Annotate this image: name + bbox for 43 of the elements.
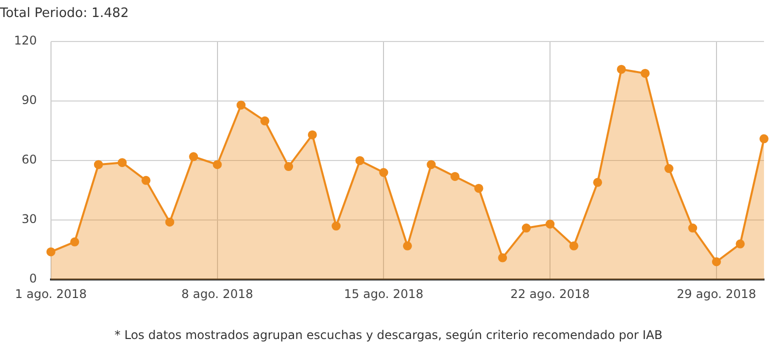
point	[522, 224, 531, 233]
point	[616, 64, 626, 74]
point	[569, 241, 578, 250]
y-tick-label: 0	[29, 272, 37, 286]
point	[355, 156, 364, 166]
point	[141, 176, 150, 185]
point	[712, 257, 721, 266]
point	[212, 160, 222, 170]
point	[664, 164, 674, 174]
y-tick-label: 30	[22, 212, 37, 226]
point	[118, 158, 127, 168]
point	[284, 162, 294, 172]
point	[332, 222, 341, 231]
x-tick-label: 1 ago. 2018	[15, 286, 87, 301]
point	[379, 168, 388, 177]
point	[736, 239, 745, 248]
point	[260, 116, 270, 126]
y-tick-label: 90	[22, 93, 37, 108]
point	[474, 184, 484, 193]
chart-title: Total Periodo: 1.482	[0, 6, 129, 22]
point	[688, 224, 698, 233]
x-tick-label: 15 ago. 2018	[344, 286, 424, 301]
x-tick-label: 22 ago. 2018	[510, 286, 590, 301]
y-tick-label: 120	[14, 34, 37, 48]
point	[546, 220, 555, 229]
point	[189, 152, 198, 162]
x-tick-label: 29 ago. 2018	[676, 286, 756, 301]
point	[426, 160, 436, 170]
point	[236, 100, 246, 110]
point	[593, 178, 602, 187]
y-tick-label: 60	[22, 152, 37, 167]
point	[70, 237, 80, 246]
point	[308, 130, 317, 140]
point	[94, 160, 103, 170]
point	[640, 68, 650, 78]
text: * Los datos mostrados agrupan escuchas y descargas, según criterio recomendado por IAB	[114, 328, 664, 342]
x-tick-label: 8 ago. 2018	[181, 286, 254, 301]
point	[760, 134, 768, 144]
point	[498, 253, 508, 262]
point	[402, 241, 412, 250]
point	[165, 218, 174, 227]
point	[46, 247, 56, 256]
point	[450, 172, 460, 181]
